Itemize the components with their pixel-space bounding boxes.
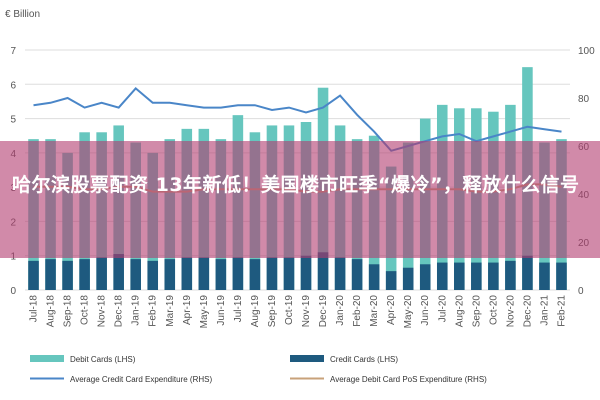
credit-bar <box>522 255 533 290</box>
credit-bar <box>283 257 295 290</box>
x-tick-label: Mar-19 <box>165 295 176 327</box>
credit-bar <box>385 271 397 290</box>
credit-bar <box>130 259 141 290</box>
x-tick-label: Sep-18 <box>63 295 74 328</box>
credit-bar <box>215 259 227 290</box>
credit-bar <box>454 262 465 290</box>
right-tick-label: 100 <box>578 46 595 57</box>
credit-bar <box>198 257 210 290</box>
credit-bar <box>419 264 431 290</box>
credit-bar <box>113 254 124 290</box>
credit-bar <box>488 262 499 290</box>
x-tick-label: Apr-19 <box>182 295 193 325</box>
credit-bar <box>317 252 329 290</box>
left-tick-label: 5 <box>10 115 16 126</box>
x-tick-label: Feb-19 <box>148 295 159 327</box>
x-tick-label: Jul-18 <box>29 295 40 323</box>
credit-bar <box>181 257 193 290</box>
x-tick-label: Aug-19 <box>250 295 261 328</box>
credit-bar <box>266 257 278 290</box>
x-tick-label: Jun-19 <box>216 295 227 326</box>
credit-bar <box>351 259 363 290</box>
legend-label: Average Debit Card PoS Expenditure (RHS) <box>330 375 487 384</box>
credit-bar <box>62 260 73 290</box>
x-tick-label: Jan-19 <box>131 295 142 326</box>
x-tick-label: May-19 <box>199 295 210 329</box>
right-tick-label: 0 <box>578 286 584 297</box>
headline-banner <box>0 141 600 258</box>
credit-bar <box>45 259 56 290</box>
credit-bar <box>232 257 244 290</box>
credit-bar <box>368 264 380 290</box>
x-tick-label: Oct-18 <box>80 295 91 325</box>
credit-bar <box>96 257 107 290</box>
x-tick-label: Jul-20 <box>437 295 448 323</box>
x-tick-label: Dec-19 <box>318 295 329 328</box>
credit-bar <box>334 257 346 290</box>
x-tick-label: Nov-19 <box>301 295 312 328</box>
right-tick-label: 80 <box>578 94 590 105</box>
x-axis-ticks: Jul-18 Aug-18 Sep-18 Oct-18 Nov-18 Dec-18 Jan-… <box>29 295 568 329</box>
x-tick-label: Oct-19 <box>284 295 295 325</box>
credit-bar <box>249 259 261 290</box>
y-axis-label: € Billion <box>5 9 40 20</box>
credit-bar <box>436 262 448 290</box>
x-tick-label: Dec-20 <box>522 295 533 328</box>
x-tick-label: Mar-20 <box>369 295 380 327</box>
x-tick-label: Jan-21 <box>539 295 550 326</box>
x-tick-label: May-20 <box>403 295 414 329</box>
credit-bar <box>164 259 176 290</box>
credit-bar <box>300 255 312 290</box>
credit-bar <box>402 267 414 290</box>
left-tick-label: 7 <box>10 46 16 57</box>
legend-swatch <box>30 355 64 362</box>
x-tick-label: Aug-18 <box>46 295 57 328</box>
credit-bar <box>505 260 516 290</box>
x-tick-label: Dec-18 <box>114 295 125 328</box>
x-tick-label: Jun-20 <box>420 295 431 326</box>
x-tick-label: Feb-20 <box>352 295 363 327</box>
legend-label: Debit Cards (LHS) <box>70 355 136 364</box>
x-tick-label: Jan-20 <box>335 295 346 326</box>
legend: Debit Cards (LHS) Credit Cards (LHS) Avera… <box>30 355 487 384</box>
x-tick-label: Apr-20 <box>386 295 397 325</box>
credit-bar <box>147 260 159 290</box>
credit-bar <box>539 262 550 290</box>
x-tick-label: Sep-20 <box>471 295 482 328</box>
x-tick-label: Jul-19 <box>233 295 244 323</box>
x-tick-label: Aug-20 <box>454 295 465 328</box>
x-tick-label: Nov-20 <box>505 295 516 328</box>
left-tick-label: 0 <box>10 286 16 297</box>
left-tick-label: 6 <box>10 80 16 91</box>
legend-label: Average Credit Card Expenditure (RHS) <box>70 375 212 384</box>
legend-label: Credit Cards (LHS) <box>330 355 398 364</box>
credit-bar <box>79 259 90 290</box>
legend-swatch <box>290 355 324 362</box>
headline-text[interactable]: 哈尔滨股票配资 13年新低！美国楼市旺季“爆冷”，释放什么信号 <box>12 174 580 196</box>
credit-bar <box>28 260 39 290</box>
credit-bar <box>471 262 482 290</box>
x-tick-label: Nov-18 <box>97 295 108 328</box>
credit-bar <box>556 262 567 290</box>
series-line <box>33 87 562 152</box>
x-tick-label: Sep-19 <box>267 295 278 328</box>
x-tick-label: Feb-21 <box>556 295 567 327</box>
x-tick-label: Oct-20 <box>488 295 499 325</box>
